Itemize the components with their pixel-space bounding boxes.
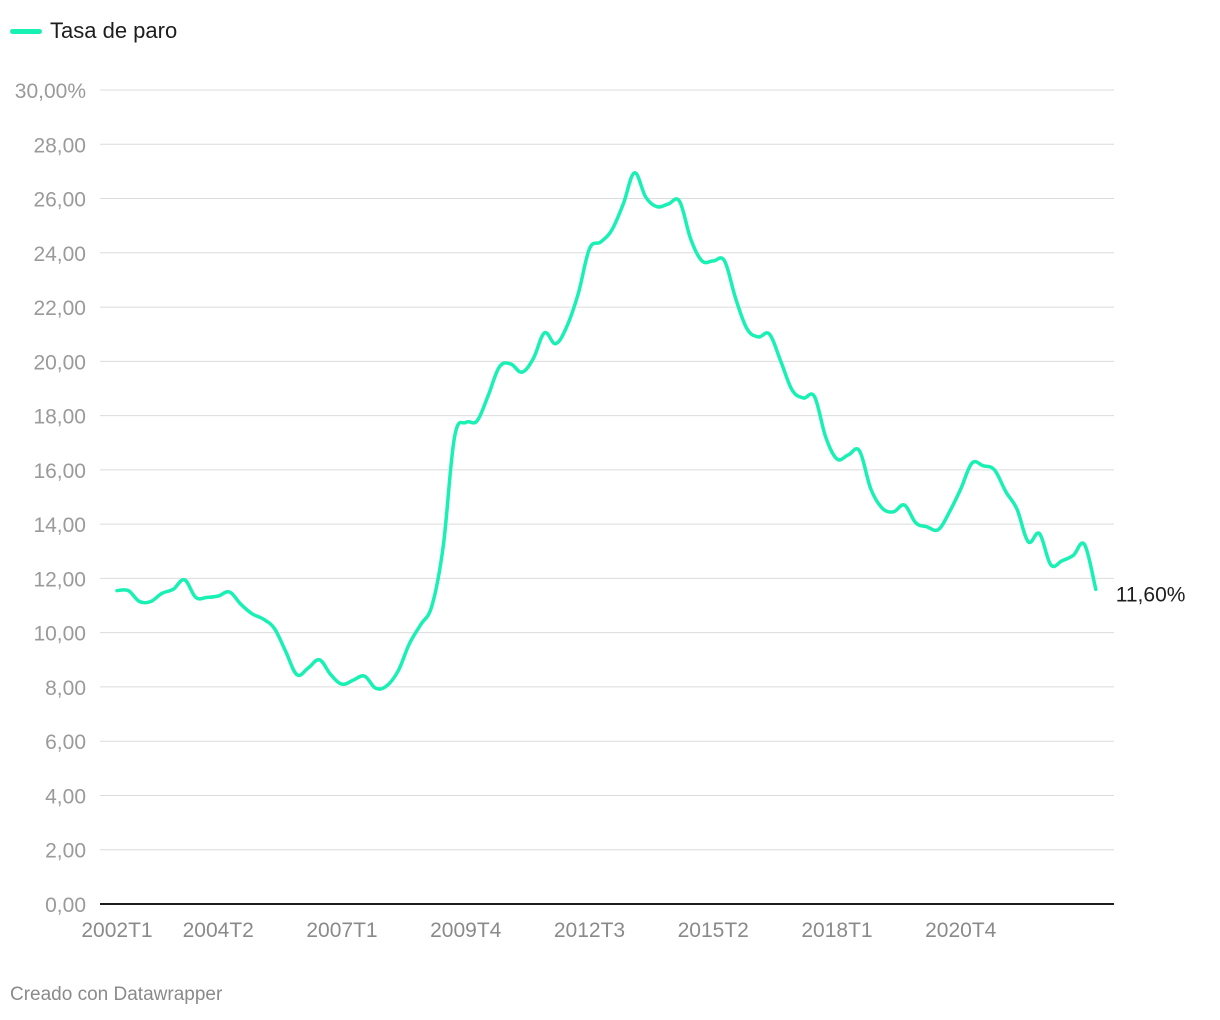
y-tick-label: 24,00 xyxy=(33,243,86,266)
y-tick-label: 8,00 xyxy=(45,677,86,700)
x-tick-label: 2018T1 xyxy=(801,919,872,942)
x-axis-tick-labels: 2002T1 2004T2 2007T1 2009T4 2012T3 2015T2 2018… xyxy=(81,919,996,942)
y-tick-label: 22,00 xyxy=(33,297,86,320)
y-tick-label: 20,00 xyxy=(33,351,86,374)
y-tick-label: 18,00 xyxy=(33,406,86,429)
x-tick-label: 2012T3 xyxy=(554,919,625,942)
y-tick-label: 30,00% xyxy=(15,80,86,103)
x-tick-label: 2009T4 xyxy=(430,919,502,942)
credit-text: Creado con Datawrapper xyxy=(10,984,223,1005)
x-tick-label: 2007T1 xyxy=(306,919,377,942)
y-axis-tick-labels: 0,00 2,00 4,00 6,00 8,00 10,00 12,00 14,00 16,00… xyxy=(15,80,86,917)
x-tick-label: 2020T4 xyxy=(925,919,997,942)
chart-legend: Tasa de paro xyxy=(10,18,177,44)
end-value-label: 11,60% xyxy=(1116,583,1186,606)
y-tick-label: 26,00 xyxy=(33,189,86,212)
y-tick-label: 4,00 xyxy=(45,785,86,808)
y-tick-label: 28,00 xyxy=(33,134,86,157)
gridlines xyxy=(100,89,1114,851)
x-tick-label: 2004T2 xyxy=(183,919,254,942)
y-tick-label: 2,00 xyxy=(45,840,86,863)
legend-swatch xyxy=(10,28,42,34)
series-group: 11,60% xyxy=(115,171,1186,691)
y-tick-label: 6,00 xyxy=(45,731,86,754)
y-tick-label: 12,00 xyxy=(33,568,86,591)
legend-label: Tasa de paro xyxy=(50,18,178,43)
series-line xyxy=(115,171,1098,691)
y-tick-label: 10,00 xyxy=(33,623,86,646)
y-tick-label: 14,00 xyxy=(33,514,86,537)
x-tick-label: 2015T2 xyxy=(678,919,749,942)
y-tick-label: 0,00 xyxy=(45,894,86,917)
x-tick-label: 2002T1 xyxy=(81,919,152,942)
y-tick-label: 16,00 xyxy=(33,460,86,483)
